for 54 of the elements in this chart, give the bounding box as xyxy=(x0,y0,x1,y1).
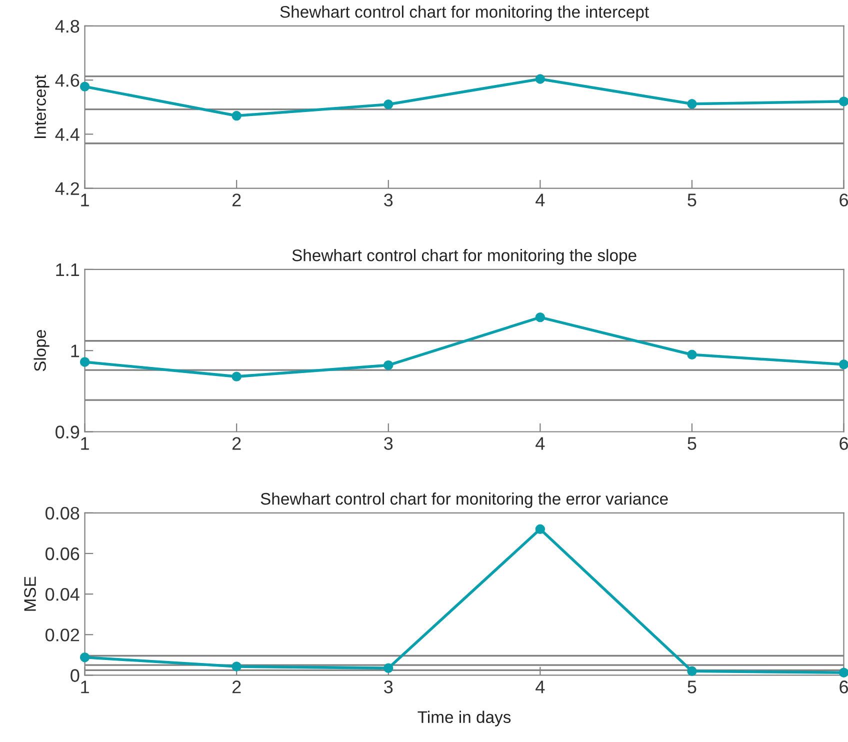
point xyxy=(232,110,242,121)
x-tick-label: 5 xyxy=(688,680,696,694)
x-tick-label: 3 xyxy=(384,680,393,694)
x-tick-label: 2 xyxy=(232,437,241,450)
point xyxy=(80,652,90,662)
point xyxy=(384,663,394,673)
y-tick-label: 4.6 xyxy=(55,74,80,87)
x-axis-title: Time in days xyxy=(418,710,511,726)
y-tick-label: 4.2 xyxy=(55,182,80,195)
x-tick-label: 1 xyxy=(81,680,89,694)
point xyxy=(687,666,697,676)
point xyxy=(80,82,90,92)
chart-title: Shewhart control chart for monitoring the slope xyxy=(292,249,636,265)
x-tick-label: 4 xyxy=(536,437,545,450)
point xyxy=(535,74,546,84)
y-tick-label: 0.04 xyxy=(46,588,80,601)
point xyxy=(838,360,848,370)
x-tick-label: 3 xyxy=(384,437,393,450)
y-tick-label: 4.8 xyxy=(55,20,80,33)
y-tick-label: 0.9 xyxy=(56,426,80,438)
x-tick-label: 3 xyxy=(384,194,393,206)
point xyxy=(384,100,394,110)
x-tick-label: 6 xyxy=(840,437,848,450)
chart-title: Shewhart control chart for monitoring the error variance xyxy=(260,492,668,508)
point xyxy=(535,312,546,322)
y-axis-title: Intercept xyxy=(34,74,50,138)
y-tick-label: 1 xyxy=(71,344,80,358)
chart-title: Shewhart control chart for monitoring the intercept xyxy=(280,6,649,22)
y-tick-label: 0.08 xyxy=(46,506,80,520)
x-tick-label: 5 xyxy=(688,194,696,206)
point xyxy=(80,357,90,367)
x-tick-label: 2 xyxy=(232,680,241,694)
point xyxy=(535,524,546,534)
point xyxy=(384,360,394,370)
y-tick-label: 1.1 xyxy=(56,264,80,276)
x-tick-label: 4 xyxy=(536,680,545,694)
point xyxy=(687,99,697,109)
y-tick-label: 0.02 xyxy=(46,628,80,642)
point xyxy=(232,372,242,382)
x-tick-label: 6 xyxy=(840,680,848,694)
y-tick-label: 0.06 xyxy=(46,547,80,560)
y-tick-label: 4.4 xyxy=(55,128,80,141)
point xyxy=(838,96,848,106)
x-tick-label: 6 xyxy=(840,194,848,206)
x-tick-label: 5 xyxy=(688,437,696,450)
y-tick-label: 0 xyxy=(70,669,80,682)
y-axis-title: MSE xyxy=(24,576,36,611)
y-axis-title: Slope xyxy=(34,330,50,372)
x-tick-label: 1 xyxy=(81,194,89,206)
x-tick-label: 1 xyxy=(81,437,89,450)
point xyxy=(687,350,697,360)
x-tick-label: 2 xyxy=(232,194,241,206)
point xyxy=(232,662,242,672)
x-tick-label: 4 xyxy=(536,194,545,206)
